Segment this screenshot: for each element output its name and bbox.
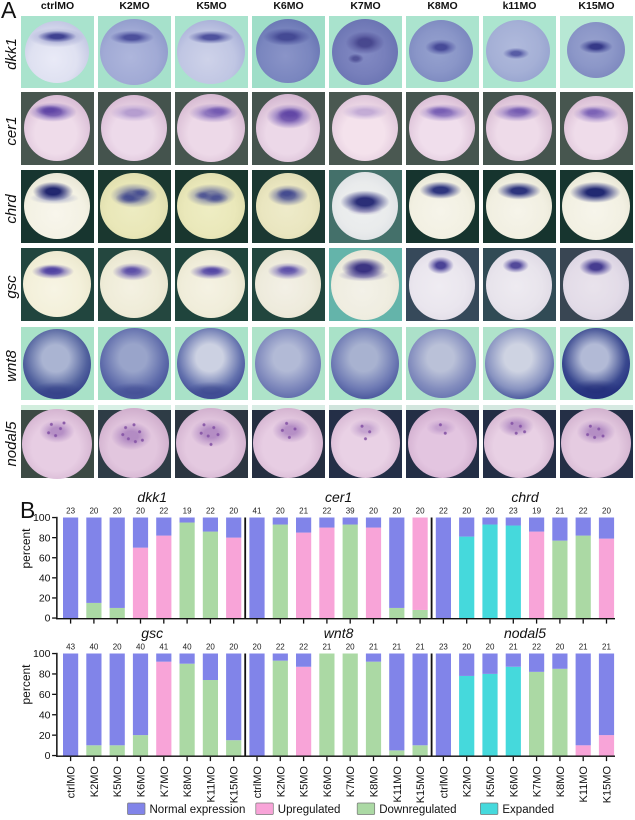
- svg-text:20: 20: [113, 643, 122, 652]
- svg-text:K7MO: K7MO: [532, 766, 544, 798]
- svg-text:21: 21: [392, 643, 401, 652]
- svg-text:60: 60: [39, 552, 51, 564]
- svg-text:chrd: chrd: [511, 489, 539, 505]
- svg-text:22: 22: [159, 507, 168, 516]
- svg-text:40: 40: [136, 643, 145, 652]
- svg-text:41: 41: [159, 643, 168, 652]
- svg-text:21: 21: [555, 507, 564, 516]
- svg-text:K15MO: K15MO: [415, 766, 427, 804]
- svg-text:22: 22: [439, 507, 448, 516]
- svg-text:K6MO: K6MO: [508, 766, 520, 798]
- svg-text:20: 20: [253, 643, 262, 652]
- svg-text:80: 80: [39, 669, 51, 681]
- svg-text:21: 21: [416, 643, 425, 652]
- svg-text:23: 23: [66, 507, 75, 516]
- svg-text:22: 22: [532, 643, 541, 652]
- svg-text:K2MO: K2MO: [89, 766, 101, 798]
- svg-text:20: 20: [136, 507, 145, 516]
- svg-text:23: 23: [439, 643, 448, 652]
- svg-text:0: 0: [45, 613, 51, 625]
- svg-text:percent: percent: [19, 528, 33, 569]
- svg-text:20: 20: [462, 507, 471, 516]
- svg-text:0: 0: [45, 750, 51, 762]
- svg-text:Upregulated: Upregulated: [278, 804, 341, 816]
- svg-text:60: 60: [39, 689, 51, 701]
- svg-text:22: 22: [579, 507, 588, 516]
- svg-text:cer1: cer1: [325, 489, 352, 505]
- svg-text:K15MO: K15MO: [602, 766, 614, 804]
- svg-text:nodal5: nodal5: [504, 625, 546, 641]
- svg-text:20: 20: [276, 507, 285, 516]
- svg-text:41: 41: [253, 507, 262, 516]
- svg-text:20: 20: [462, 643, 471, 652]
- svg-text:40: 40: [39, 573, 51, 585]
- svg-text:20: 20: [206, 643, 215, 652]
- svg-text:22: 22: [206, 507, 215, 516]
- svg-text:wnt8: wnt8: [324, 625, 354, 641]
- svg-text:K11MO: K11MO: [205, 766, 217, 803]
- svg-text:40: 40: [89, 643, 98, 652]
- svg-text:K5MO: K5MO: [299, 766, 311, 798]
- svg-text:20: 20: [602, 507, 611, 516]
- svg-text:K8MO: K8MO: [369, 766, 381, 798]
- svg-text:80: 80: [39, 532, 51, 544]
- svg-text:20: 20: [369, 507, 378, 516]
- svg-text:20: 20: [486, 507, 495, 516]
- svg-text:ctrlMO: ctrlMO: [252, 766, 264, 799]
- svg-text:K5MO: K5MO: [485, 766, 497, 798]
- svg-text:K15MO: K15MO: [229, 766, 241, 804]
- svg-text:K2MO: K2MO: [462, 766, 474, 798]
- svg-text:20: 20: [555, 643, 564, 652]
- svg-text:20: 20: [39, 730, 51, 742]
- svg-text:ctrlMO: ctrlMO: [66, 766, 78, 799]
- svg-text:K5MO: K5MO: [112, 766, 124, 798]
- svg-text:dkk1: dkk1: [137, 489, 167, 505]
- svg-text:20: 20: [89, 507, 98, 516]
- svg-text:K8MO: K8MO: [555, 766, 567, 798]
- svg-text:21: 21: [369, 643, 378, 652]
- svg-text:K7MO: K7MO: [159, 766, 171, 798]
- svg-text:K2MO: K2MO: [275, 766, 287, 798]
- svg-text:20: 20: [113, 507, 122, 516]
- svg-text:100: 100: [33, 512, 51, 524]
- svg-text:21: 21: [579, 643, 588, 652]
- svg-text:K11MO: K11MO: [578, 766, 590, 803]
- svg-text:43: 43: [66, 643, 75, 652]
- svg-text:39: 39: [346, 507, 355, 516]
- svg-text:20: 20: [416, 507, 425, 516]
- svg-text:21: 21: [509, 643, 518, 652]
- svg-text:Expanded: Expanded: [502, 804, 554, 816]
- svg-text:22: 22: [322, 507, 331, 516]
- svg-text:40: 40: [183, 643, 192, 652]
- svg-text:Normal expression: Normal expression: [150, 804, 246, 816]
- svg-text:ctrlMO: ctrlMO: [438, 766, 450, 799]
- svg-text:21: 21: [322, 643, 331, 652]
- svg-text:Downregulated: Downregulated: [379, 804, 456, 816]
- svg-text:K11MO: K11MO: [392, 766, 404, 803]
- svg-text:19: 19: [183, 507, 192, 516]
- svg-text:20: 20: [39, 593, 51, 605]
- svg-text:K6MO: K6MO: [322, 766, 334, 798]
- svg-text:K7MO: K7MO: [345, 766, 357, 798]
- svg-text:100: 100: [33, 648, 51, 660]
- svg-text:21: 21: [299, 507, 308, 516]
- svg-text:percent: percent: [19, 664, 33, 705]
- svg-text:22: 22: [299, 643, 308, 652]
- svg-text:20: 20: [229, 507, 238, 516]
- svg-text:40: 40: [39, 709, 51, 721]
- svg-text:23: 23: [509, 507, 518, 516]
- svg-text:K6MO: K6MO: [136, 766, 148, 798]
- svg-text:21: 21: [602, 643, 611, 652]
- svg-text:20: 20: [346, 643, 355, 652]
- svg-text:20: 20: [486, 643, 495, 652]
- svg-text:22: 22: [276, 643, 285, 652]
- svg-text:20: 20: [229, 643, 238, 652]
- svg-text:K8MO: K8MO: [182, 766, 194, 798]
- svg-text:19: 19: [532, 507, 541, 516]
- svg-text:20: 20: [392, 507, 401, 516]
- svg-text:gsc: gsc: [141, 625, 163, 641]
